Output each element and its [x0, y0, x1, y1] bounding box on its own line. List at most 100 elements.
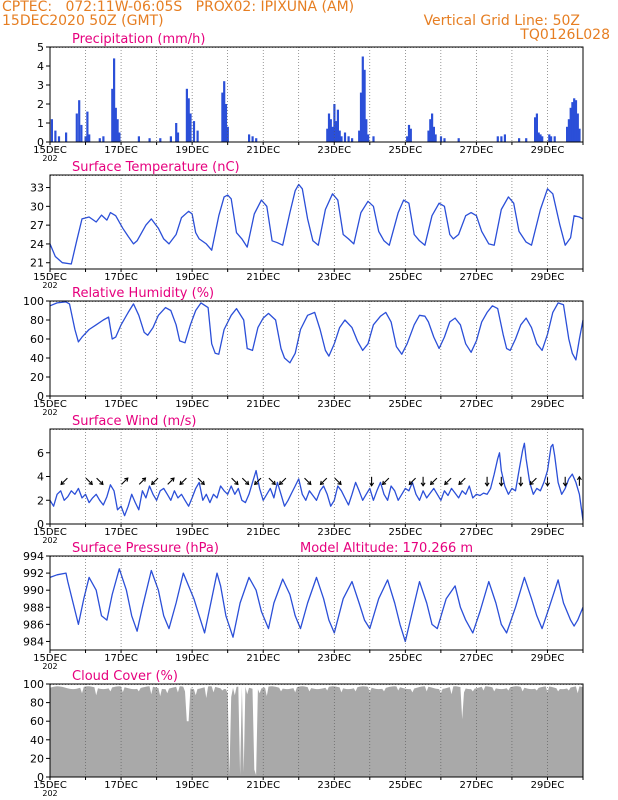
wind-arrow-shaft [138, 477, 146, 485]
precip-bar [327, 113, 331, 142]
wind-arrow-head [141, 477, 147, 482]
wind-arrow-shaft [60, 477, 68, 485]
y-tick-label: 40 [30, 352, 44, 365]
wind-arrow-head [337, 480, 342, 486]
wind-arrow [458, 477, 466, 486]
precip-bar [75, 113, 78, 142]
precip-bar [248, 134, 251, 142]
x-tick-label: 25DEC [388, 653, 422, 664]
y-tick-label: 984 [23, 635, 44, 648]
precip-bar [550, 136, 553, 142]
x-tick-label: 15DEC [33, 653, 67, 664]
y-tick-label: 21 [30, 257, 44, 270]
x-tick-label: 15DEC [33, 527, 67, 538]
wind-arrow-head [307, 480, 312, 486]
precip-bar [406, 136, 409, 142]
y-tick-label: 3 [37, 79, 44, 92]
precip-bar [192, 121, 196, 142]
y-tick-label: 100 [23, 678, 44, 691]
y-tick-label: 20 [30, 752, 44, 765]
precip-bar [54, 130, 57, 142]
x-tick-label: 23DEC [317, 145, 351, 156]
wind-arrow-shaft [268, 477, 276, 485]
wind-arrow-shaft [197, 477, 205, 485]
x-tick-label: 15DEC [33, 399, 67, 410]
x-tick-label: 29DEC [531, 272, 565, 283]
x-tick-label: 29DEC [531, 653, 565, 664]
temp-line [49, 183, 584, 265]
precip-bar [548, 134, 551, 142]
panel-title: Precipitation (mm/h) [72, 32, 205, 47]
plot-frame [49, 46, 584, 143]
x-tick-label: 27DEC [460, 653, 494, 664]
wind-arrow-shaft [320, 477, 328, 485]
wind-arrow [576, 475, 582, 486]
precip-bar [176, 132, 180, 142]
wind-arrow-shaft [254, 477, 262, 485]
wind-arrow [444, 477, 452, 486]
x-tick-label: 17DEC [104, 527, 138, 538]
precip-bar [363, 69, 366, 142]
precip-bar [496, 136, 499, 142]
panel-rh: 0 20 40 60 80 100 15DEC 17DEC 19DEC 21DEC 23DEC 25D… [23, 286, 584, 417]
precip-bar [336, 109, 339, 142]
precip-bar [409, 128, 412, 142]
panel-precip: 0 1 2 3 4 5 15DEC 17DEC 19DEC 21DEC 23DEC 25DEC 27DE… [33, 32, 584, 163]
x-tick-label: 25DEC [388, 145, 422, 156]
precip-bar [338, 130, 341, 142]
wind-arrow-head [518, 482, 524, 487]
wind-arrow [85, 477, 93, 486]
precip-bar [578, 128, 581, 142]
panel-title: Cloud Cover (%) [72, 669, 178, 684]
precip-bar [196, 130, 199, 142]
precip-bar [439, 136, 443, 142]
y-tick-label: 2 [37, 494, 44, 507]
panel-title: Relative Humidity (%) [72, 286, 214, 301]
x-tick-label: 15DEC [33, 272, 67, 283]
plot-frame [49, 555, 584, 651]
wind-arrow-shaft [304, 477, 312, 485]
panel-title: Surface Wind (m/s) [72, 414, 196, 429]
x-year-fragment: 202 [42, 536, 57, 545]
wind-arrow-shaft [96, 477, 104, 485]
x-year-fragment: 202 [42, 281, 57, 290]
wind-arrow [138, 477, 147, 485]
precip-bar [65, 132, 68, 142]
wind-arrow-shaft [179, 477, 187, 485]
wind-arrow-head [576, 475, 582, 481]
wind-arrow [420, 476, 426, 487]
y-tick-label: 0 [37, 136, 44, 149]
y-tick-label: 0 [37, 518, 44, 531]
precip-bar [116, 119, 119, 142]
wind-arrow [484, 476, 490, 487]
x-year-fragment: 202 [42, 408, 57, 417]
wind-arrow [408, 477, 416, 486]
x-tick-label: 23DEC [317, 272, 351, 283]
x-tick-label: 15DEC [33, 145, 67, 156]
precip-bar [503, 134, 506, 142]
wind-arrow [60, 477, 68, 486]
wind-arrow-head [484, 482, 490, 487]
precip-bar [111, 88, 114, 142]
wind-arrow-head [545, 482, 550, 487]
precip-bar [175, 123, 178, 142]
x-tick-label: 17DEC [104, 145, 138, 156]
wind-arrow-head [498, 482, 504, 487]
wind-arrow-head [529, 480, 534, 486]
precip-bar [365, 119, 368, 142]
header-line1: CPTEC: 072:11W-06:05S PROX02: IPIXUNA (A… [2, 0, 355, 15]
wind-arrow-head [253, 480, 259, 486]
precip-bar [102, 136, 105, 142]
precip-bar [340, 136, 343, 142]
precip-bar [566, 126, 569, 142]
wind-arrow-head [99, 480, 104, 486]
precip-bar [525, 138, 528, 142]
precip-bar [361, 56, 364, 142]
precip-bar [255, 138, 258, 142]
wind-arrow [96, 477, 104, 486]
y-tick-label: 4 [37, 60, 44, 73]
panel-annotation: Model Altitude: 170.266 m [300, 541, 473, 556]
precip-bar [500, 136, 503, 142]
wind-arrow-shaft [444, 477, 452, 485]
y-tick-label: 2 [37, 98, 44, 111]
